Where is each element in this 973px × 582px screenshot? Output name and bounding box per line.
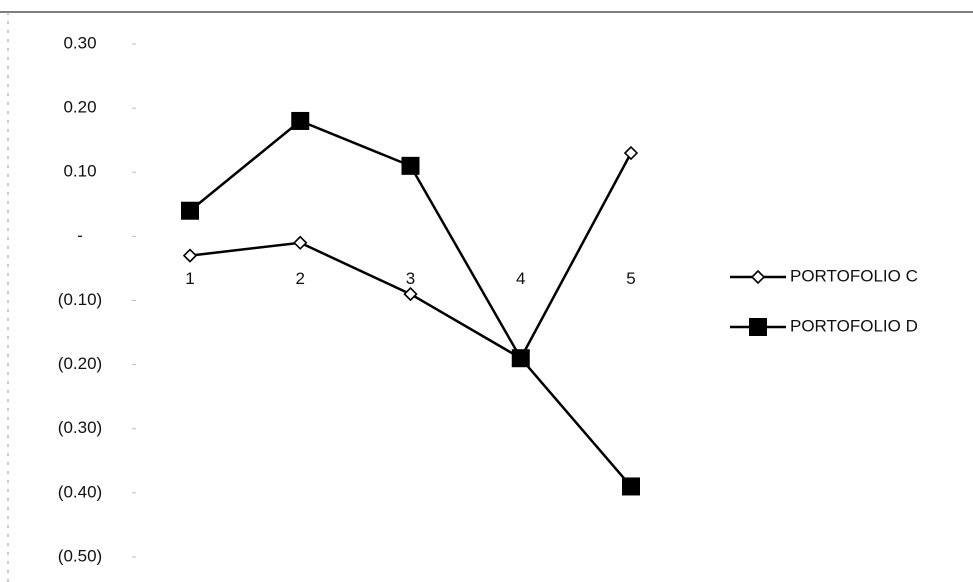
data-point <box>405 288 417 300</box>
legend-label: PORTOFOLIO C <box>790 266 918 285</box>
y-tick-label: (0.20) <box>58 354 102 373</box>
legend-label: PORTOFOLIO D <box>790 316 918 335</box>
x-tick-label: 4 <box>516 269 525 288</box>
data-point <box>512 349 530 367</box>
y-tick-label: - <box>77 226 83 245</box>
x-tick-label: 3 <box>406 269 415 288</box>
y-tick-label: 0.10 <box>63 162 96 181</box>
x-tick-label: 2 <box>296 269 305 288</box>
data-point <box>625 147 637 159</box>
legend-marker <box>752 271 764 283</box>
legend-marker <box>749 318 767 336</box>
y-tick-label: 0.20 <box>63 98 96 117</box>
series-line <box>190 121 631 487</box>
x-tick-label: 1 <box>185 269 194 288</box>
data-point <box>294 237 306 249</box>
series-line <box>190 153 631 358</box>
y-tick-label: (0.30) <box>58 418 102 437</box>
y-tick-label: (0.40) <box>58 482 102 501</box>
data-point <box>184 250 196 262</box>
chart: 0.30 0.20 0.10 - (0.10) (0.20) (0.30) (0.40) (0.… <box>0 0 973 582</box>
data-point <box>181 202 199 220</box>
y-tick-label: 0.30 <box>63 33 96 52</box>
y-tick-label: (0.10) <box>58 290 102 309</box>
data-point <box>622 477 640 495</box>
x-tick-label: 5 <box>626 269 635 288</box>
page: {"chart_data": { "type": "line", "catego… <box>0 0 973 582</box>
y-tick-label: (0.50) <box>58 546 102 565</box>
data-point <box>291 112 309 130</box>
data-point <box>402 157 420 175</box>
